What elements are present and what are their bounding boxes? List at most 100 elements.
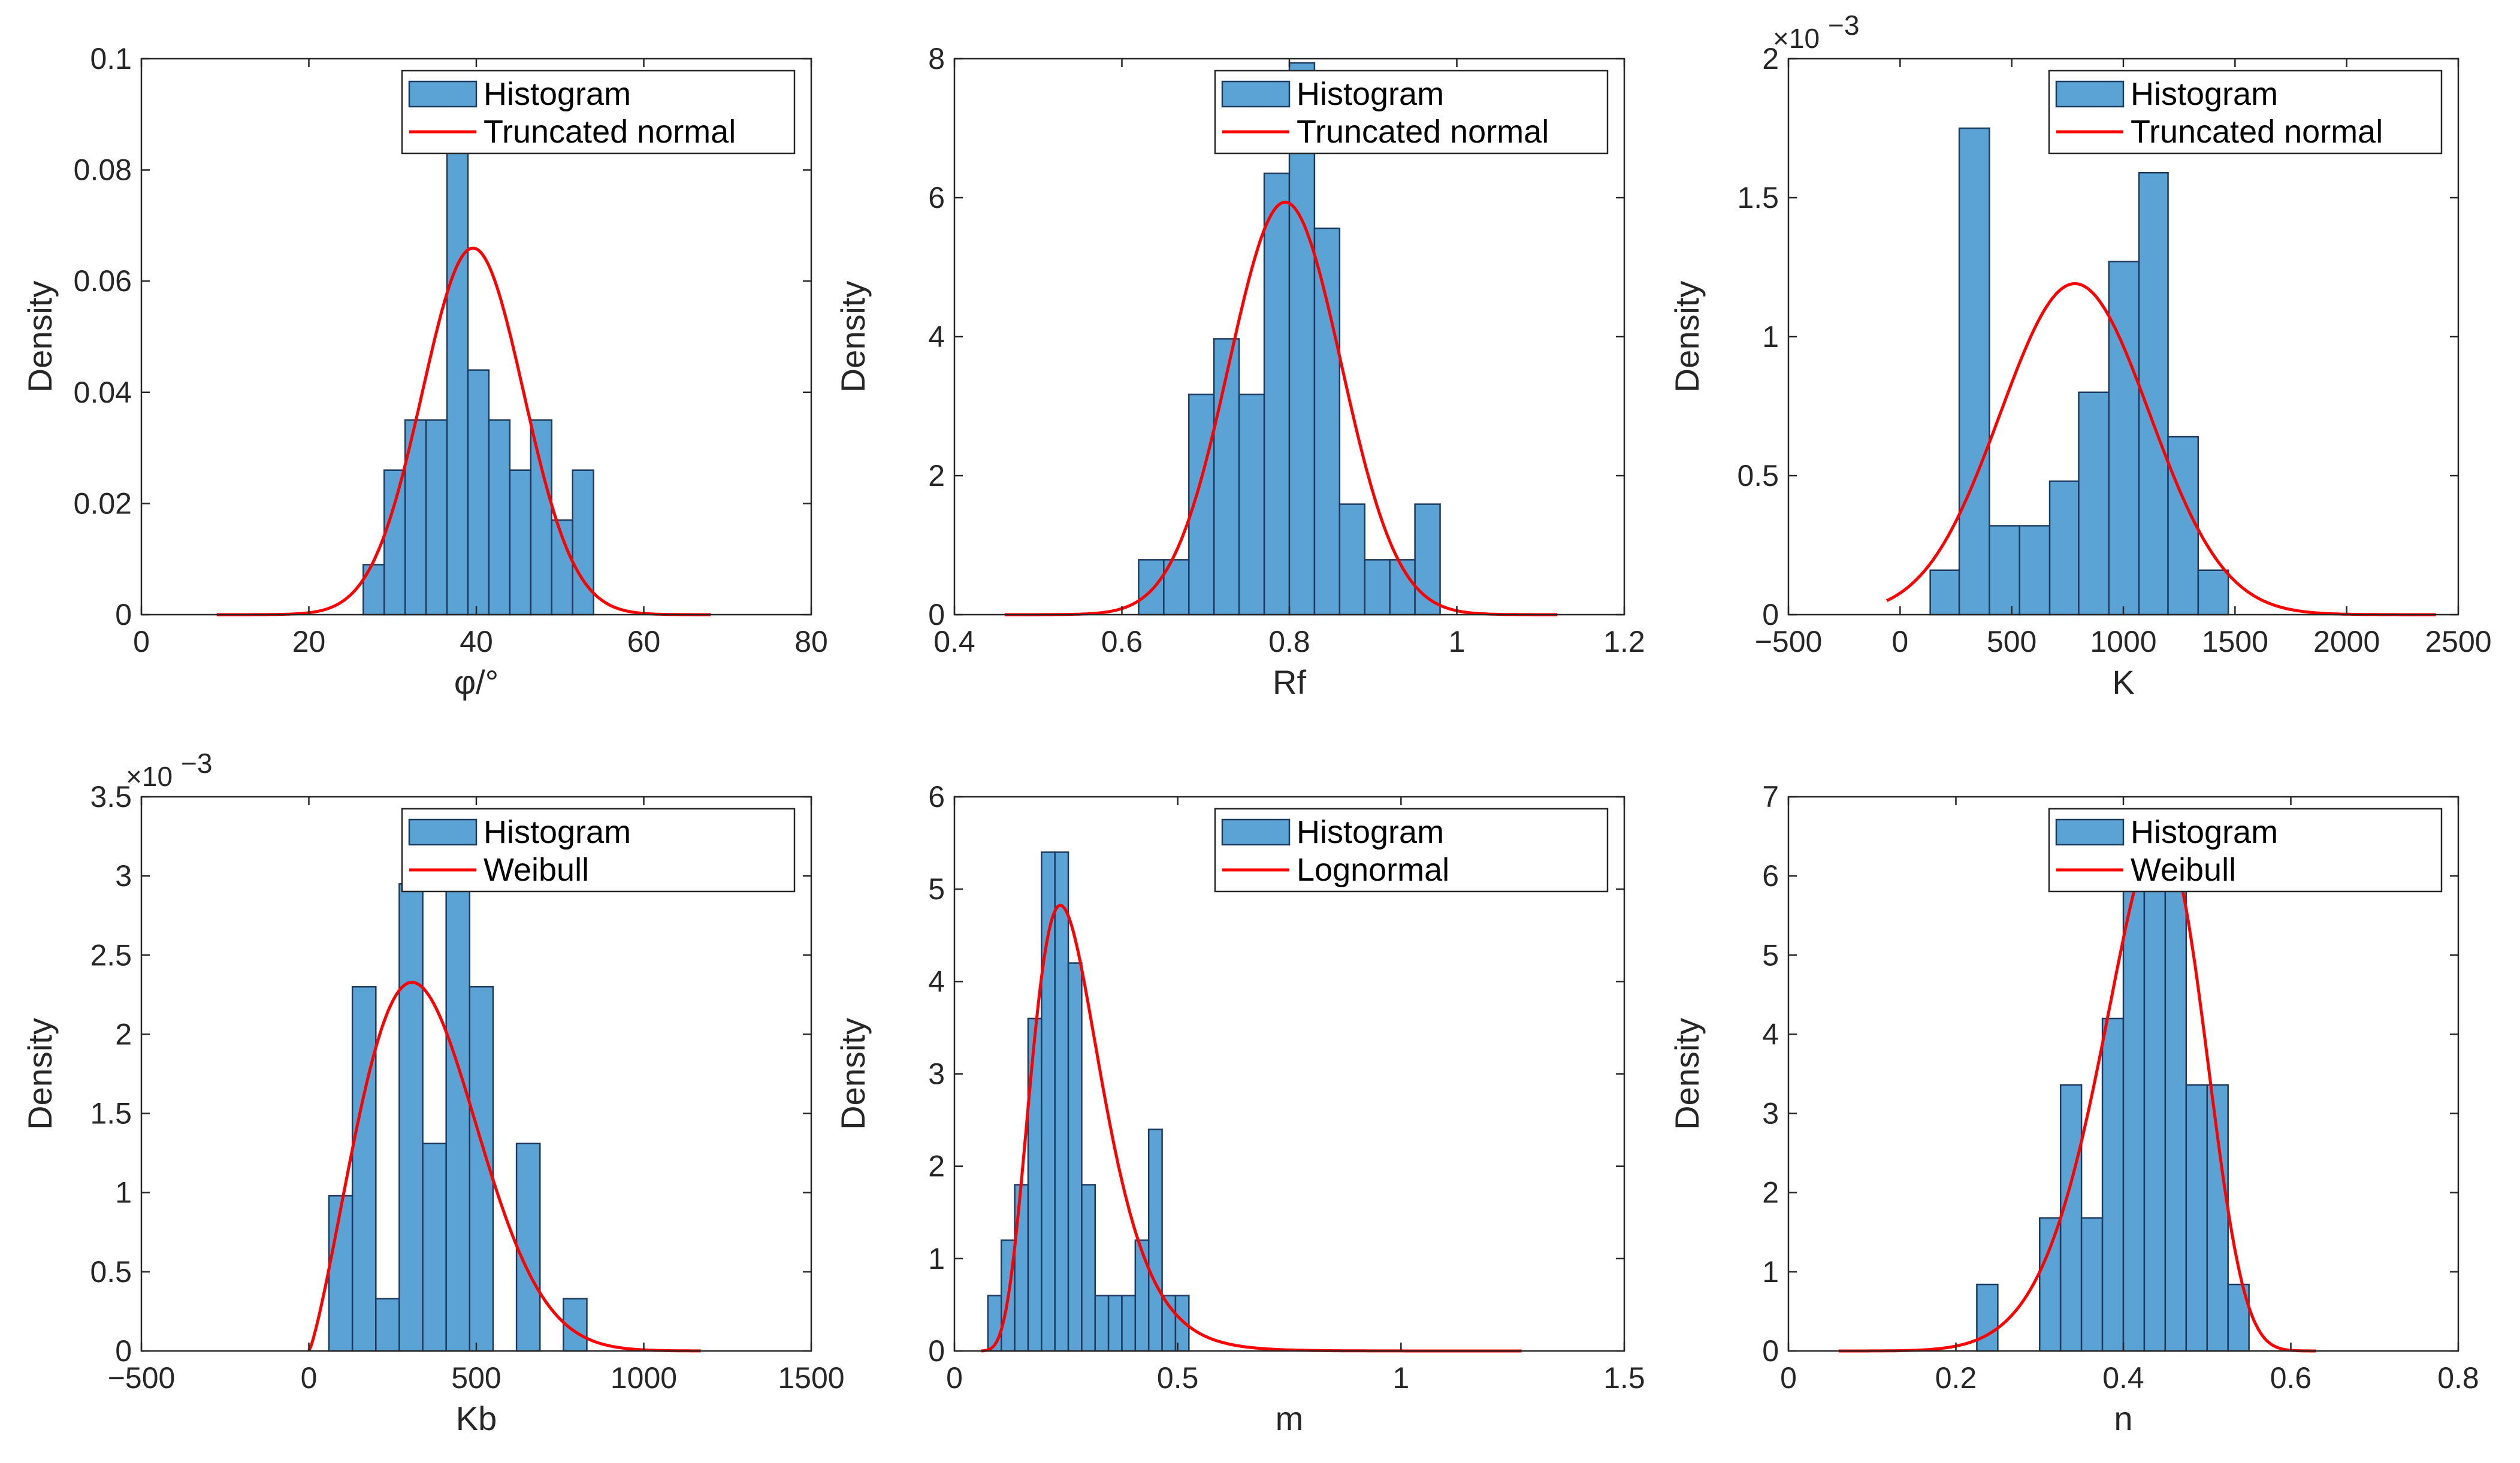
histogram-bar	[1014, 1184, 1029, 1352]
y-tick-label: 6	[1762, 859, 1779, 893]
histogram-bar	[2167, 436, 2199, 616]
y-axis: 0 0.5 1 1.5 2 2.5 3 3.5	[90, 780, 811, 1368]
histogram-bar	[1147, 1128, 1163, 1352]
y-tick-label: 0	[115, 1334, 132, 1368]
fit-curve	[307, 981, 701, 1353]
y-tick-label: 7	[1762, 780, 1779, 814]
legend-swatch-histogram	[408, 80, 478, 108]
x-tick-label: 0.2	[1935, 1361, 1977, 1395]
histogram-bar	[488, 419, 511, 616]
x-tick-label: 0.8	[2437, 1361, 2479, 1395]
y-axis-exponent: ×10 −3	[126, 748, 212, 792]
legend-swatch-histogram	[1221, 80, 1291, 108]
x-axis-label: K	[2112, 663, 2134, 701]
y-tick-label: 1	[1762, 1255, 1779, 1289]
x-tick-label: 0.8	[1268, 625, 1310, 658]
histogram-bar	[2059, 1084, 2083, 1352]
y-tick-label: 6	[928, 181, 945, 214]
histogram-bar	[1989, 525, 2020, 616]
legend-label-histogram: Histogram	[1297, 76, 1444, 112]
legend-swatch-histogram	[2055, 818, 2125, 846]
exponent-base: ×10	[126, 761, 173, 792]
histogram-bar	[425, 419, 448, 616]
histogram-bar	[1313, 227, 1341, 616]
y-tick-label: 1	[928, 1242, 945, 1275]
legend-swatch-histogram	[2055, 80, 2125, 108]
histogram-bar	[530, 419, 553, 616]
histogram-bar	[2078, 391, 2110, 616]
histogram-bar	[1213, 338, 1240, 616]
x-tick-label: 1.2	[1603, 625, 1645, 658]
histogram-bar	[383, 469, 406, 616]
histogram-bar	[572, 469, 594, 616]
histogram-bar	[1107, 1295, 1123, 1352]
fit-curve	[1838, 832, 2316, 1353]
exponent-power: −3	[1828, 10, 1859, 41]
y-tick-label: 3	[115, 859, 132, 893]
y-tick-label: 1.5	[1737, 181, 1779, 214]
y-tick-label: 0	[928, 1334, 945, 1368]
x-tick-label: −500	[108, 1361, 176, 1395]
y-tick-label: 3	[1762, 1097, 1779, 1130]
y-tick-label: 0	[115, 598, 132, 631]
y-tick-label: 3.5	[90, 780, 132, 814]
legend-label-curve: Weibull	[484, 852, 589, 888]
y-tick-label: 0	[928, 598, 945, 631]
y-tick-label: 0.1	[90, 42, 132, 75]
histogram-bars	[328, 883, 588, 1352]
chart-panel-5: 0 0.5 1 1.5 0 1 2 3 4 5 6 m Density HistogramLognorma…	[834, 780, 1645, 1437]
y-axis-label: Density	[21, 281, 59, 393]
y-axis-label: Density	[834, 281, 872, 393]
y-tick-label: 5	[1762, 938, 1779, 972]
x-tick-label: 0.5	[1157, 1361, 1199, 1395]
legend-label-curve: Truncated normal	[1297, 114, 1549, 150]
x-axis: −500 0 500 1000 1500	[108, 797, 845, 1395]
y-tick-label: 0.02	[74, 486, 132, 520]
x-tick-label: 0	[133, 625, 150, 658]
y-tick-label: 1	[115, 1176, 132, 1210]
histogram-bar	[509, 469, 532, 616]
fit-curve	[1004, 200, 1558, 616]
histogram-bar	[1976, 1283, 1999, 1352]
legend-label-curve: Lognormal	[1297, 852, 1449, 888]
histogram-bar	[2108, 261, 2140, 616]
histogram-bars	[1138, 62, 1441, 616]
histogram-bar	[2164, 884, 2187, 1352]
x-axis-label: φ/°	[454, 663, 498, 701]
y-tick-label: 0	[1762, 1334, 1779, 1368]
y-tick-label: 0.5	[1737, 459, 1779, 492]
histogram-bar	[1238, 394, 1265, 616]
y-tick-label: 2.5	[90, 938, 132, 972]
x-axis: 0 0.2 0.4 0.6 0.8	[1780, 797, 2479, 1395]
y-tick-label: 1	[1762, 320, 1779, 353]
y-axis: 0 1 2 3 4 5 6	[928, 780, 1624, 1368]
x-tick-label: 0	[946, 1361, 963, 1395]
histogram-bar	[2080, 1217, 2104, 1352]
y-axis: 0 0.02 0.04 0.06 0.08 0.1	[74, 42, 811, 631]
histogram-bar	[1121, 1295, 1137, 1352]
y-tick-label: 6	[928, 780, 945, 814]
legend-label-curve: Truncated normal	[2131, 114, 2383, 150]
y-tick-label: 2	[1762, 42, 1779, 75]
histogram-bar	[1081, 1184, 1096, 1352]
histogram-bar	[446, 147, 469, 616]
x-tick-label: 500	[1987, 625, 2036, 658]
x-tick-label: 0	[301, 1361, 318, 1395]
y-tick-label: 0.06	[74, 264, 132, 298]
histogram-bar	[2048, 480, 2080, 616]
x-tick-label: 0	[1891, 625, 1908, 658]
y-axis: 0 1 2 3 4 5 6 7	[1762, 780, 2458, 1368]
x-tick-label: 0.6	[2270, 1361, 2312, 1395]
legend-label-histogram: Histogram	[484, 814, 631, 850]
y-tick-label: 0.04	[74, 376, 132, 409]
histogram-bar	[2101, 1017, 2125, 1352]
y-axis-label: Density	[1668, 1018, 1706, 1130]
histogram-bar	[2185, 1084, 2208, 1352]
x-tick-label: 1	[1392, 1361, 1409, 1395]
y-tick-label: 2	[115, 1017, 132, 1051]
y-tick-label: 2	[928, 1150, 945, 1183]
x-tick-label: 1500	[778, 1361, 844, 1395]
chart-panel-6: 0 0.2 0.4 0.6 0.8 0 1 2 3 4 5 6 7 n Density HistogramWe…	[1668, 780, 2479, 1437]
legend-label-histogram: Histogram	[1297, 814, 1444, 850]
